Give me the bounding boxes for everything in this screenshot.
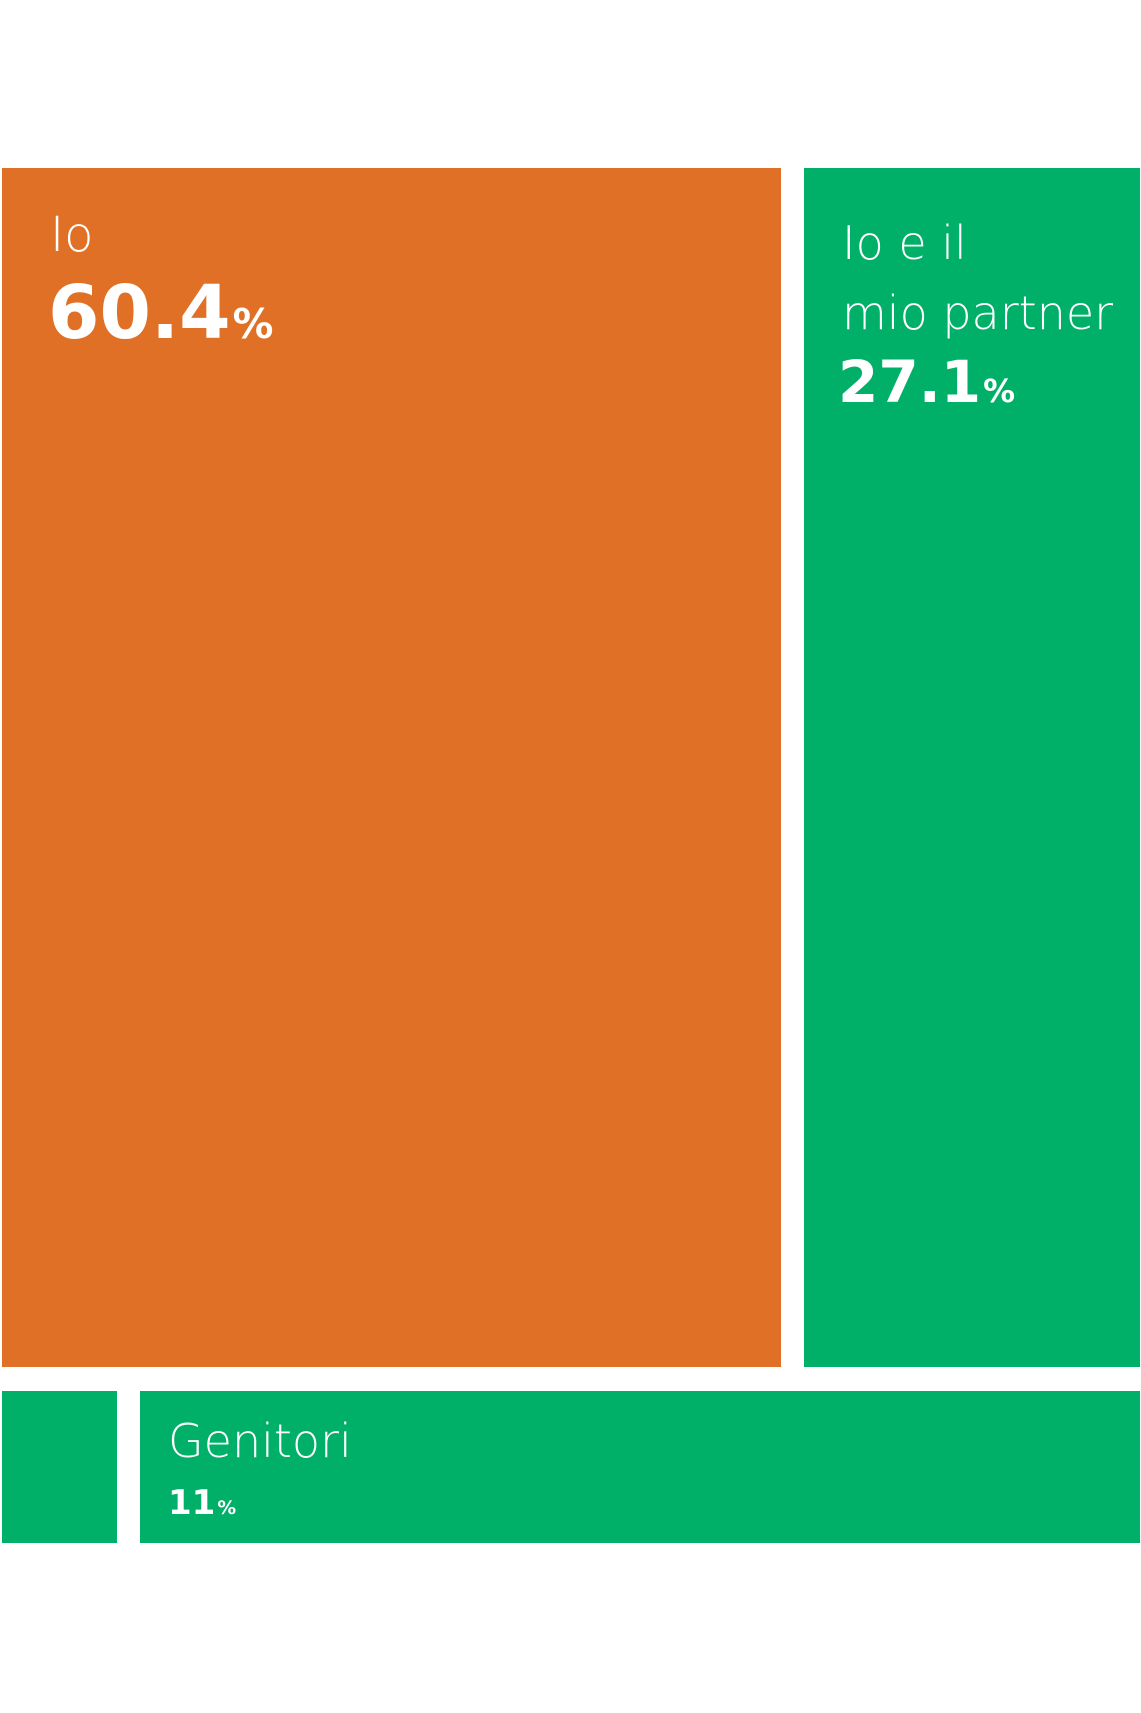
tile-io-e-partner: Io e il mio partner 27.1%	[804, 168, 1140, 1367]
tile-genitori-value-unit: %	[217, 1498, 237, 1519]
tile-io-value-number: 60.4	[48, 270, 231, 356]
tile-io-value-unit: %	[232, 300, 274, 348]
tile-io: Io 60.4%	[2, 168, 781, 1367]
tile-genitori: Genitori 11%	[140, 1391, 1140, 1543]
tile-genitori-label: Genitori	[168, 1414, 352, 1468]
tile-io-e-partner-value-number: 27.1	[838, 348, 982, 416]
tile-genitori-value: 11%	[168, 1483, 236, 1523]
tile-io-value: 60.4%	[48, 270, 273, 356]
tile-genitori-value-number: 11	[168, 1483, 216, 1523]
tile-other	[2, 1391, 117, 1543]
tile-io-label: Io	[50, 207, 94, 263]
tile-io-e-partner-value-unit: %	[983, 372, 1016, 410]
tile-io-e-partner-label: Io e il mio partner	[842, 216, 1114, 340]
tile-io-e-partner-value: 27.1%	[838, 348, 1015, 416]
